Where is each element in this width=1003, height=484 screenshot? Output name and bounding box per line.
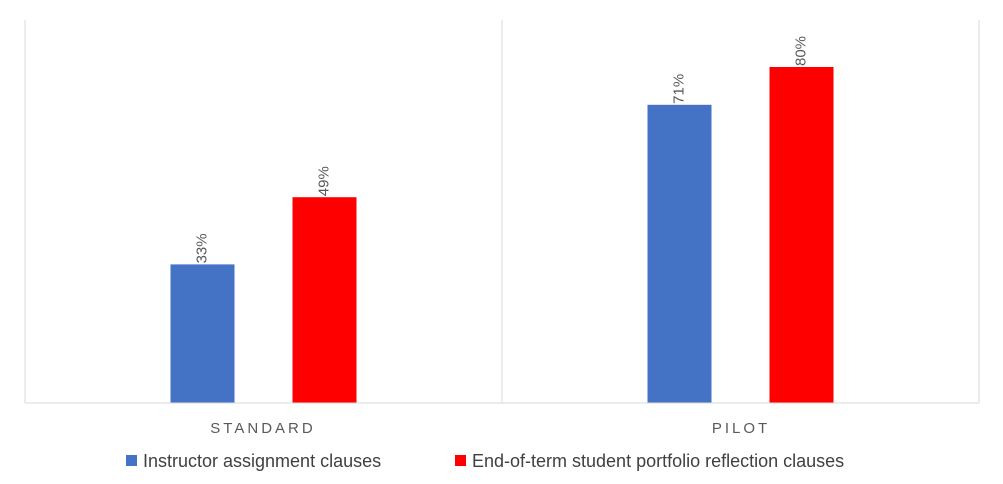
data-label-pilot-series-1: 80% xyxy=(792,36,809,66)
legend-swatch-portfolio xyxy=(455,455,466,466)
data-label-standard-series-0: 33% xyxy=(193,233,210,263)
legend-swatch-instructor xyxy=(126,455,137,466)
bar-pilot-series-1 xyxy=(769,67,834,403)
bar-pilot-series-0 xyxy=(647,104,712,404)
legend-label-instructor: Instructor assignment clauses xyxy=(143,451,381,471)
bar-standard-series-1 xyxy=(292,197,357,403)
legend: Instructor assignment clauses End-of-ter… xyxy=(126,451,844,471)
x-axis-ticks: STANDARD PILOT xyxy=(210,420,770,437)
bar-standard-series-0 xyxy=(170,264,235,403)
data-label-standard-series-1: 49% xyxy=(315,166,332,196)
x-tick-label-standard: STANDARD xyxy=(210,420,315,437)
legend-label-portfolio: End-of-term student portfolio reflection… xyxy=(472,451,844,471)
data-labels-group: 33% 49% 71% 80% xyxy=(193,36,809,263)
data-label-pilot-series-0: 71% xyxy=(670,74,687,104)
x-tick-label-pilot: PILOT xyxy=(712,420,770,437)
bars-group xyxy=(170,67,834,404)
plot-area: 33% 49% 71% 80% xyxy=(24,20,980,404)
